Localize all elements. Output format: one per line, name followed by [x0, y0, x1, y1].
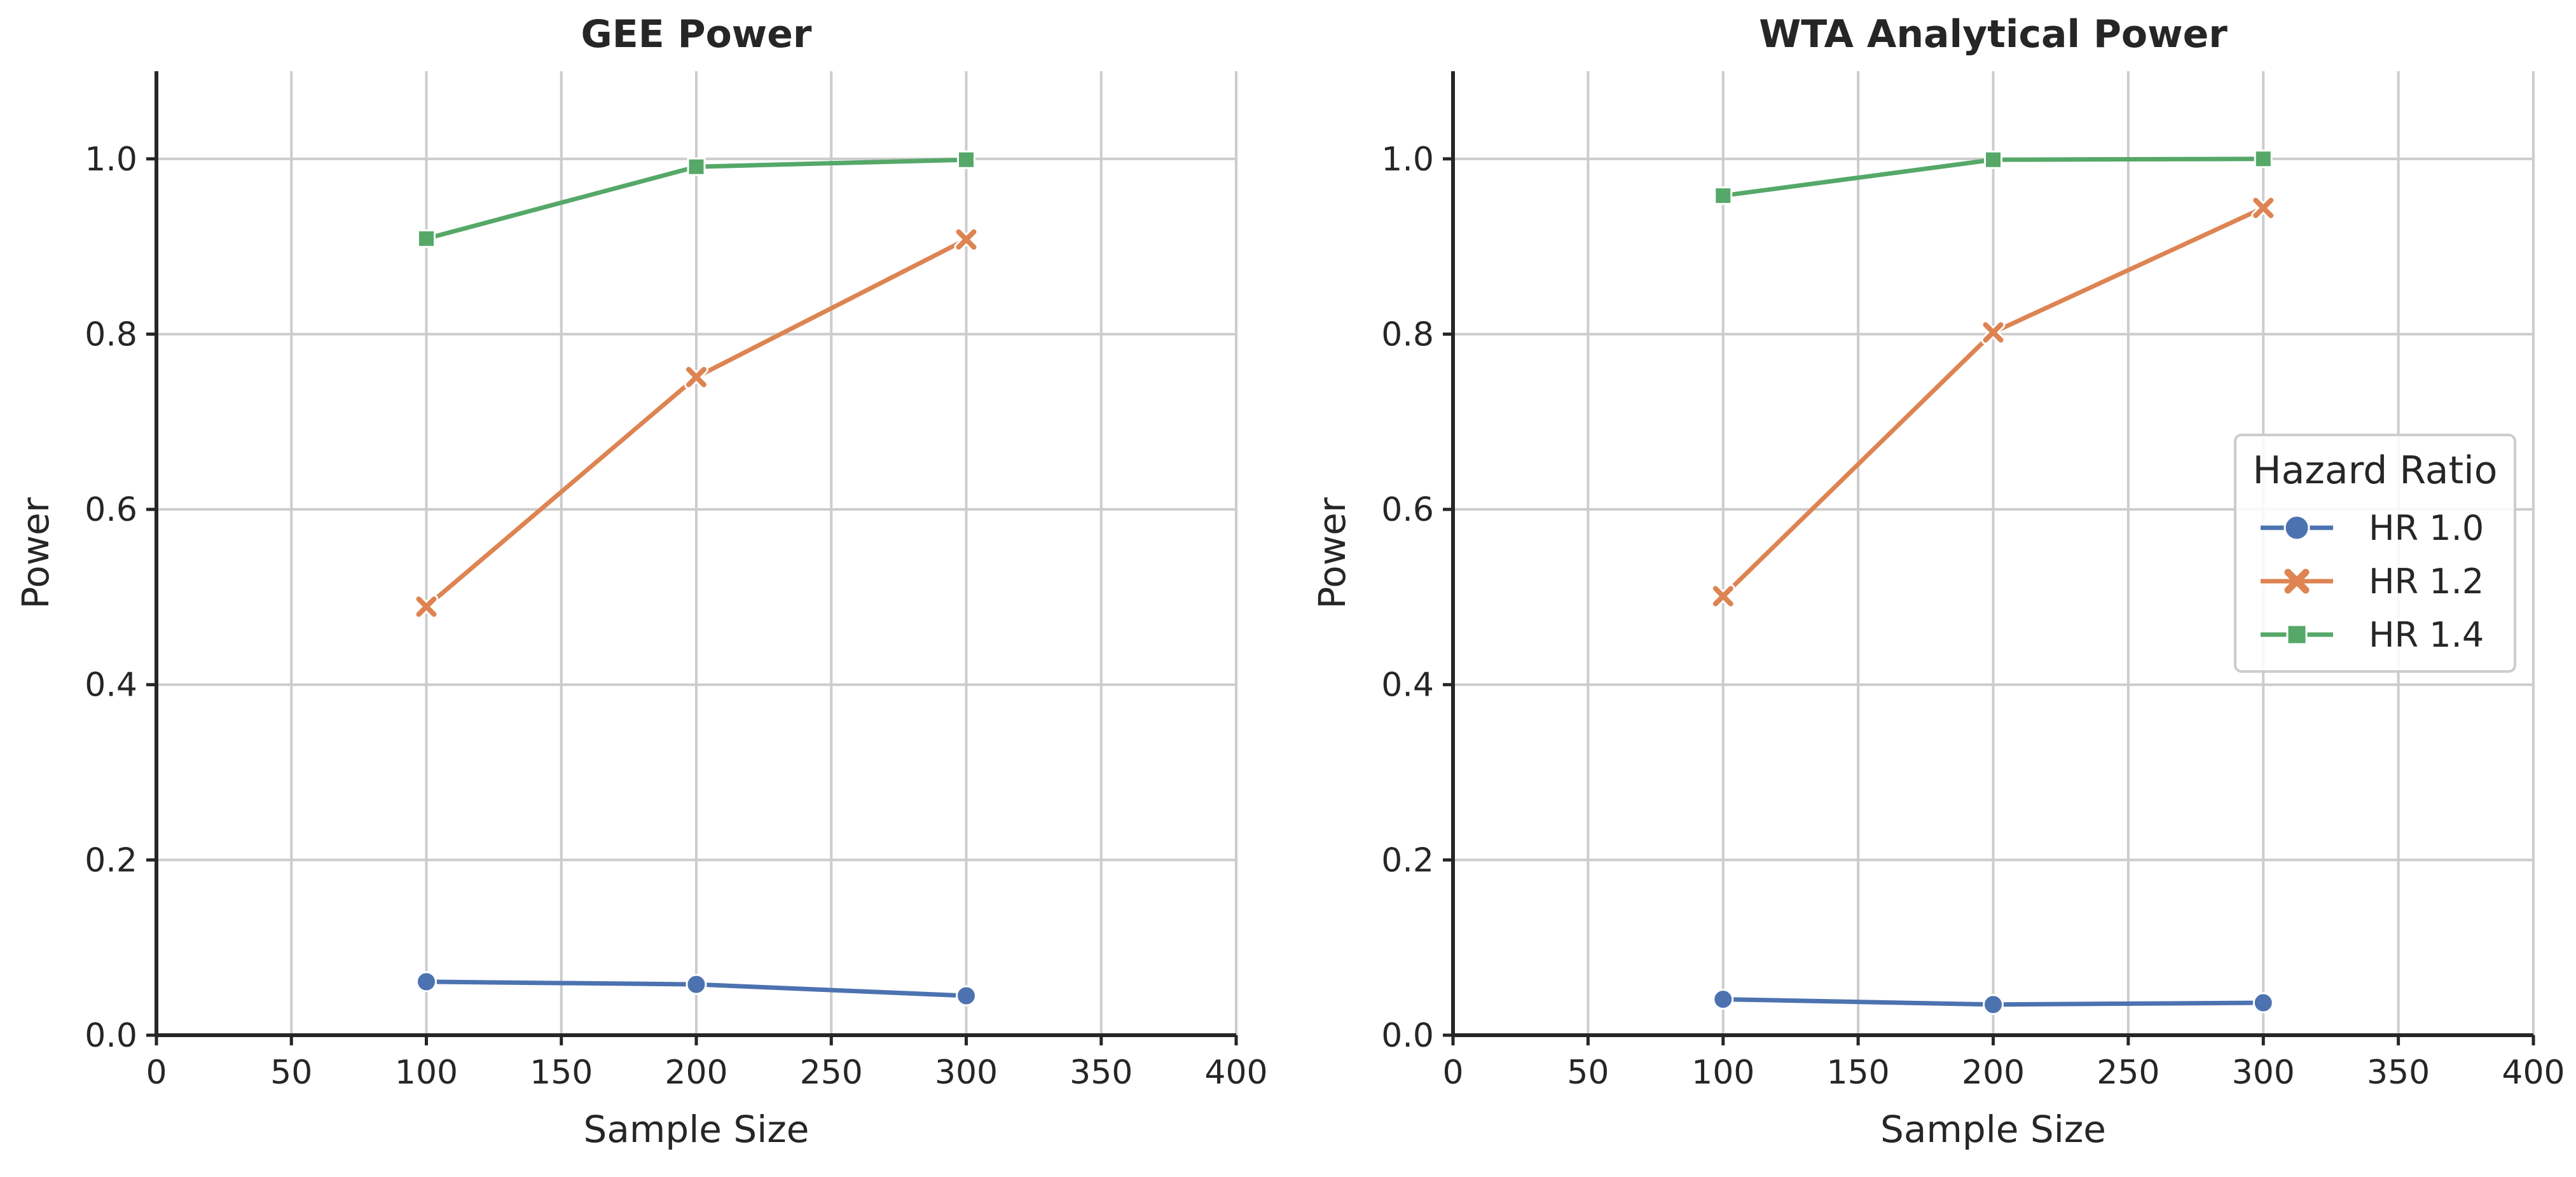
- data-point-cross: [686, 366, 706, 387]
- y-tick-label: 0.8: [85, 315, 137, 354]
- data-point: [2254, 149, 2273, 169]
- y-tick-label: 0.6: [85, 491, 137, 529]
- x-tick-label: 0: [146, 1054, 167, 1092]
- data-point-cross: [956, 229, 977, 250]
- legend-label: HR 1.2: [2369, 561, 2484, 602]
- y-tick-label: 0.2: [1381, 841, 1434, 879]
- gridlines: [155, 71, 1237, 1036]
- data-point: [414, 595, 439, 619]
- x-tick-label: 100: [1691, 1054, 1754, 1092]
- x-tick-label: 300: [935, 1054, 998, 1092]
- data-point: [1983, 994, 2004, 1015]
- x-tick-label: 50: [1567, 1054, 1609, 1092]
- legend-marker: [2286, 624, 2308, 645]
- y-tick-label: 0.0: [1381, 1017, 1434, 1055]
- series-hr-1-2: [414, 227, 979, 619]
- chart-title: WTA Analytical Power: [1759, 12, 2228, 57]
- series-hr-1-0: [1712, 988, 2274, 1015]
- data-point: [954, 227, 979, 252]
- legend-frame: [2234, 434, 2516, 673]
- data-point-cross: [1983, 322, 2004, 343]
- data-point: [2252, 992, 2274, 1014]
- x-tick-label: 0: [1442, 1054, 1463, 1092]
- y-axis-label: Power: [14, 497, 57, 609]
- chart-panel-1: 0 50 100 150 200 250 300 350 400 0.0 0.2 0.4 0.6 0.8 1…: [14, 12, 1268, 1151]
- chart-title: GEE Power: [581, 12, 811, 57]
- x-axis-label: Sample Size: [1880, 1108, 2106, 1151]
- data-point: [684, 364, 708, 389]
- legend-item: HR 1.4: [2261, 615, 2484, 655]
- series-hr-1-4: [417, 150, 975, 248]
- legend-label: HR 1.4: [2369, 615, 2484, 655]
- x-tick-label: 50: [270, 1054, 312, 1092]
- y-tick-label: 0.6: [1381, 491, 1434, 529]
- x-tick-label: 250: [800, 1054, 863, 1092]
- y-tick-label: 1.0: [1381, 141, 1434, 179]
- x-tick-label: 400: [1204, 1054, 1267, 1092]
- series-hr-1-0: [416, 971, 977, 1007]
- legend-marker: [2284, 568, 2310, 594]
- y-tick-label: 0.4: [1381, 666, 1434, 705]
- data-point: [957, 150, 975, 169]
- data-point: [1981, 320, 2006, 345]
- data-point: [416, 971, 437, 993]
- x-tick-label: 250: [2097, 1054, 2159, 1092]
- legend-item: HR 1.0: [2261, 508, 2484, 548]
- legend: Hazard Ratio HR 1.0 HR 1.2 HR 1.4: [2234, 434, 2516, 673]
- data-point: [2251, 195, 2276, 220]
- data-point: [1714, 186, 1733, 205]
- legend-label: HR 1.0: [2369, 508, 2484, 548]
- y-tick-label: 0.2: [85, 841, 137, 879]
- legend-item: HR 1.2: [2261, 561, 2484, 602]
- data-point-cross: [416, 596, 437, 617]
- x-tick-label: 400: [2502, 1054, 2565, 1092]
- data-point: [1984, 150, 2002, 169]
- x-tick-label: 300: [2232, 1054, 2295, 1092]
- y-tick-label: 0.0: [85, 1017, 137, 1055]
- data-point: [687, 157, 706, 176]
- x-axis-label: Sample Size: [584, 1108, 809, 1151]
- data-point: [417, 229, 436, 248]
- legend-title: Hazard Ratio: [2253, 448, 2498, 493]
- data-point-cross: [1712, 586, 1733, 607]
- data-point: [685, 974, 707, 995]
- data-point: [1711, 584, 1735, 609]
- y-tick-label: 0.8: [1381, 315, 1434, 354]
- x-tick-label: 350: [1070, 1054, 1133, 1092]
- x-tick-label: 200: [665, 1054, 727, 1092]
- x-tick-label: 150: [1826, 1054, 1889, 1092]
- series-hr-1-2: [1711, 195, 2276, 609]
- x-tick-label: 100: [395, 1054, 458, 1092]
- y-tick-label: 1.0: [85, 141, 137, 179]
- y-axis-label: Power: [1311, 497, 1354, 609]
- x-tick-label: 200: [1962, 1054, 2025, 1092]
- x-tick-label: 350: [2367, 1054, 2430, 1092]
- data-point: [956, 985, 977, 1007]
- legend-marker: [2283, 514, 2310, 541]
- data-point: [1712, 988, 1734, 1010]
- x-tick-label: 150: [530, 1054, 593, 1092]
- chart-panel-2: 0 50 100 150 200 250 300 350 400 0.0 0.2 0.4 0.6 0.8 1…: [1311, 12, 2565, 1151]
- series-hr-1-4: [1714, 149, 2273, 205]
- data-point-cross: [2253, 197, 2274, 218]
- y-tick-label: 0.4: [85, 666, 137, 705]
